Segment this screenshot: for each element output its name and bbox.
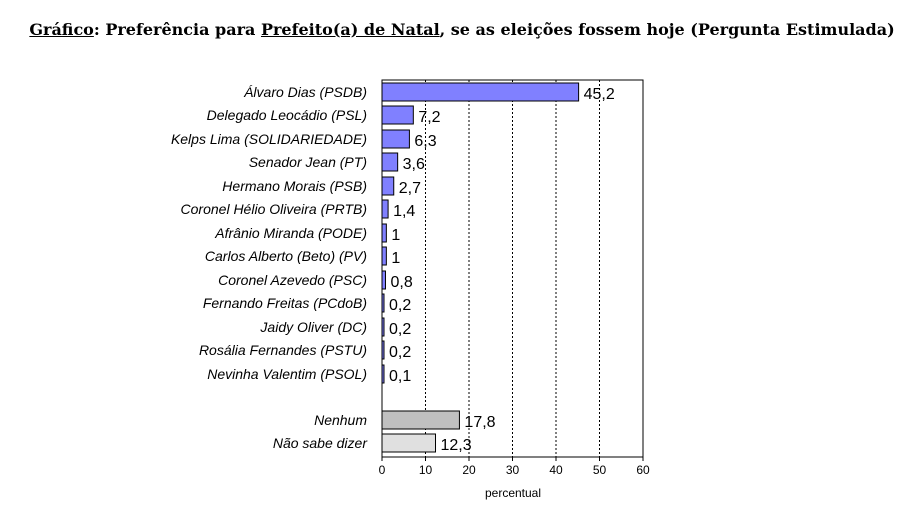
bar xyxy=(381,410,460,430)
data-label: 6,3 xyxy=(414,133,436,150)
bar xyxy=(381,223,387,243)
bar xyxy=(381,317,385,337)
x-tick-label: 40 xyxy=(549,463,563,477)
bar xyxy=(381,293,385,313)
category-label: Delegado Leocádio (PSL) xyxy=(207,107,367,123)
data-label: 0,2 xyxy=(389,344,411,361)
category-label: Álvaro Dias (PSDB) xyxy=(243,84,367,100)
category-label: Senador Jean (PT) xyxy=(249,154,367,170)
data-label: 3,6 xyxy=(403,156,425,173)
bar xyxy=(381,129,410,149)
data-label: 0,8 xyxy=(390,274,412,291)
bar xyxy=(381,246,387,266)
x-tick-label: 20 xyxy=(462,463,476,477)
data-label: 45,2 xyxy=(584,86,615,103)
category-label: Coronel Hélio Oliveira (PRTB) xyxy=(181,201,367,217)
data-label: 17,8 xyxy=(464,414,495,431)
bar xyxy=(381,433,437,453)
data-label: 12,3 xyxy=(441,437,472,454)
category-label: Hermano Morais (PSB) xyxy=(222,178,367,194)
x-tick-label: 50 xyxy=(593,463,607,477)
bar xyxy=(381,176,395,196)
data-label: 0,1 xyxy=(389,368,411,385)
title-underlined: Prefeito(a) de Natal xyxy=(260,20,440,39)
category-label: Carlos Alberto (Beto) (PV) xyxy=(205,248,367,264)
category-label: Fernando Freitas (PCdoB) xyxy=(203,295,367,311)
data-label: 0,2 xyxy=(389,297,411,314)
page-title: Gráfico: Preferência para Prefeito(a) de… xyxy=(0,20,924,39)
category-label: Nevinha Valentim (PSOL) xyxy=(207,366,367,382)
category-label: Nenhum xyxy=(314,412,367,428)
data-label: 1,4 xyxy=(393,203,415,220)
title-prefix: Gráfico xyxy=(29,20,94,39)
category-label: Rosália Fernandes (PSTU) xyxy=(199,342,367,358)
x-axis-label: percentual xyxy=(485,486,541,500)
category-label: Não sabe dizer xyxy=(273,435,369,451)
category-label: Afrânio Miranda (PODE) xyxy=(214,225,367,241)
x-tick-label: 0 xyxy=(379,463,386,477)
data-label: 7,2 xyxy=(418,109,440,126)
bar xyxy=(381,270,386,290)
data-label: 1 xyxy=(391,250,400,267)
bar xyxy=(381,82,580,102)
x-tick-label: 60 xyxy=(636,463,650,477)
category-label: Jaidy Oliver (DC) xyxy=(259,319,367,335)
bar xyxy=(381,199,389,219)
category-label: Coronel Azevedo (PSC) xyxy=(218,272,367,288)
data-label: 2,7 xyxy=(399,180,421,197)
title-rest: , se as eleições fossem hoje (Pergunta E… xyxy=(439,20,895,39)
title-colon: : Preferência para xyxy=(93,20,261,39)
bar xyxy=(381,340,385,360)
x-tick-label: 30 xyxy=(506,463,520,477)
bar xyxy=(381,152,399,172)
data-label: 0,2 xyxy=(389,321,411,338)
x-tick-label: 10 xyxy=(419,463,433,477)
data-label: 1 xyxy=(391,227,400,244)
category-label: Kelps Lima (SOLIDARIEDADE) xyxy=(171,131,367,147)
bar xyxy=(381,105,414,125)
bar xyxy=(381,364,385,384)
